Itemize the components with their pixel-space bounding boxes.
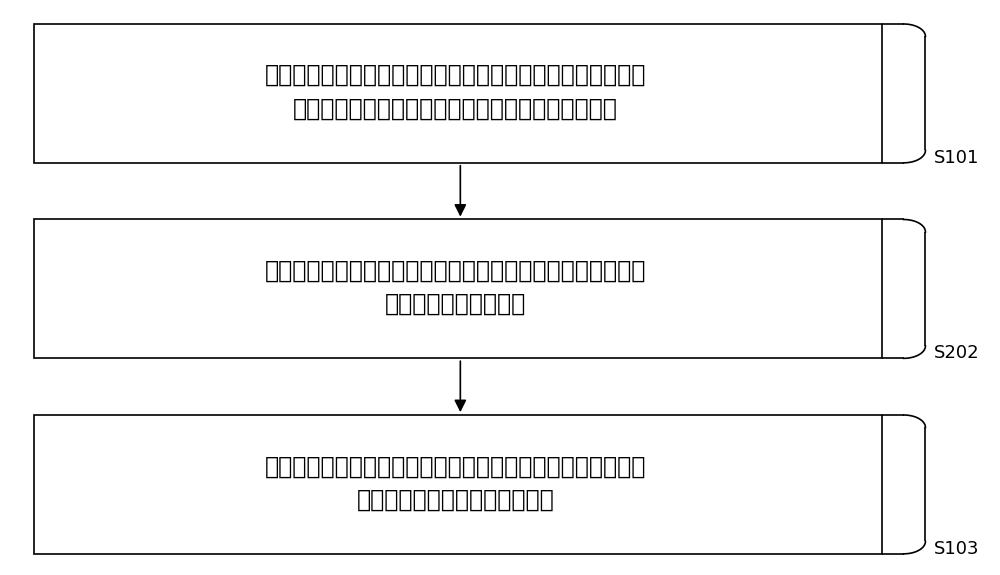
Text: S202: S202: [934, 344, 980, 362]
Text: S101: S101: [934, 149, 980, 167]
Text: 若所述机器人进行充电，则根据所述红外信号，直线移动至所
述充电平台的无线充电区域充电: 若所述机器人进行充电，则根据所述红外信号，直线移动至所 述充电平台的无线充电区域…: [265, 454, 646, 512]
Bar: [34, 220, 882, 358]
Bar: [34, 24, 882, 163]
Bar: [34, 415, 882, 554]
Text: S103: S103: [934, 540, 980, 558]
Text: 充电平台通过红外信号在一个或多个无线充电区域发送广播码
，所述广播码包括表示所述无线充电区域空闲的信号: 充电平台通过红外信号在一个或多个无线充电区域发送广播码 ，所述广播码包括表示所述…: [265, 63, 646, 121]
Text: 机器人在经过所述红外信号的辐射区域的情况下接收所述广播
码，确定是否进行充电: 机器人在经过所述红外信号的辐射区域的情况下接收所述广播 码，确定是否进行充电: [265, 259, 646, 316]
